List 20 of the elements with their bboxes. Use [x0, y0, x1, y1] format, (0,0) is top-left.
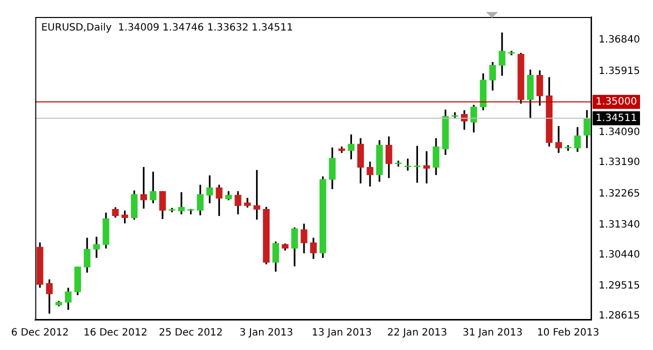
x-tick-label: 25 Dec 2012: [158, 328, 223, 339]
ref-line-label: 1.34511: [596, 112, 638, 124]
y-tick-label: 1.33190: [598, 157, 640, 168]
x-tick-label: 3 Jan 2013: [239, 328, 294, 339]
text: EURUSD,Daily 1.34009 1.34746 1.33632 1.34511: [41, 22, 293, 34]
y-tick-label: 1.34090: [598, 127, 640, 138]
y-tick-label: 1.28615: [598, 310, 640, 322]
x-tick-label: 31 Jan 2013: [462, 328, 523, 339]
x-tick-label: 6 Dec 2012: [11, 328, 69, 339]
x-tick-label: 22 Jan 2013: [387, 328, 448, 339]
y-tick-label: 1.32265: [598, 188, 640, 200]
y-tick-label: 1.36840: [598, 34, 640, 46]
y-tick-label: 1.35915: [598, 66, 640, 77]
x-tick-label: 16 Dec 2012: [83, 328, 148, 339]
ref-line-label: 1.35000: [596, 96, 638, 108]
y-tick-label: 1.29515: [598, 280, 640, 292]
y-tick-label: 1.30440: [598, 249, 640, 260]
y-tick-label: 1.31340: [598, 219, 640, 230]
x-tick-label: 10 Feb 2013: [536, 328, 600, 339]
x-tick-label: 13 Jan 2013: [312, 328, 372, 339]
